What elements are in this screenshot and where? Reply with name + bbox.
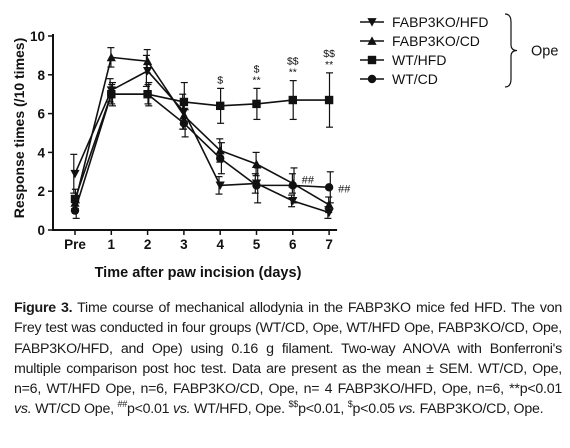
- data-point: [216, 101, 225, 111]
- data-point: [179, 119, 189, 128]
- data-point: [288, 181, 297, 190]
- x-tick-label: 7: [325, 237, 333, 252]
- data-point: [324, 183, 334, 192]
- series-line: [74, 93, 330, 211]
- legend-group-label: Ope: [531, 44, 558, 60]
- caption-text: p<0.05: [352, 401, 399, 418]
- significance-label: ##: [338, 183, 351, 195]
- caption-vs: vs.: [172, 401, 191, 418]
- series-wt-cd: [70, 81, 334, 219]
- caption-vs: vs.: [14, 401, 32, 418]
- data-point: [143, 56, 153, 66]
- data-point: [216, 154, 225, 163]
- x-axis-title: Time after paw incision (days): [95, 265, 302, 281]
- data-point: [106, 52, 116, 62]
- data-point: [215, 181, 225, 190]
- significance-label: **: [325, 59, 333, 71]
- circle-icon: [367, 74, 377, 84]
- significance-label: ##: [302, 174, 315, 186]
- x-tick-label: 4: [216, 237, 224, 252]
- y-tick-label: 10: [30, 29, 45, 44]
- significance-annotations: $$**$$**$$**####: [217, 48, 351, 195]
- series-line: [74, 69, 330, 214]
- caption-text: WT/HFD, Ope.: [190, 401, 289, 418]
- data-point: [324, 200, 334, 209]
- significance-label: $$: [323, 48, 335, 60]
- legend-label: WT/CD: [392, 71, 438, 87]
- legend-label: WT/HFD: [392, 52, 446, 68]
- caption-text: Time course of mechanical allodynia in t…: [14, 300, 562, 398]
- y-tick-label: 6: [37, 107, 45, 122]
- caption-superscript: $$: [288, 399, 299, 410]
- data-point: [251, 159, 262, 168]
- x-tick-label: 2: [144, 237, 152, 252]
- y-tick-label: 4: [37, 145, 45, 160]
- data-point: [107, 90, 116, 99]
- data-point: [324, 95, 334, 105]
- caption-superscript: $: [347, 399, 353, 410]
- data-point: [252, 181, 261, 190]
- x-tick-label: 6: [289, 237, 297, 252]
- legend-label: FABP3KO/CD: [392, 33, 480, 49]
- caption-text: p<0.01: [126, 401, 173, 418]
- significance-label: **: [252, 74, 260, 86]
- series-line: [74, 56, 330, 206]
- legend-label: FABP3KO/HFD: [392, 14, 488, 30]
- caption-superscript: ##: [117, 399, 127, 410]
- legend-brace: [504, 13, 518, 88]
- data-point: [215, 145, 225, 155]
- x-tick-label: 3: [180, 237, 188, 252]
- significance-label: $: [217, 74, 223, 86]
- x-tick-label: 5: [253, 237, 261, 252]
- triangle-up-icon: [367, 36, 377, 45]
- data-point: [70, 194, 80, 204]
- y-tick-label: 2: [37, 184, 45, 199]
- data-point: [288, 196, 298, 206]
- triangle-down-icon: [367, 18, 377, 27]
- significance-label: $: [254, 63, 260, 75]
- caption-lead: Figure 3.: [14, 300, 73, 316]
- data-point: [288, 95, 297, 105]
- data-point: [70, 169, 80, 179]
- x-tick-label: 1: [108, 237, 116, 252]
- caption-text: WT/CD Ope,: [31, 401, 118, 418]
- series-layer: [70, 47, 334, 219]
- figure-caption: Figure 3. Time course of mechanical allo…: [14, 298, 562, 420]
- chart-axes: 0 2 4 6 8 10 Pre 1 2 3 4 5 6 7: [30, 29, 338, 252]
- response-times-line-chart: 0 2 4 6 8 10 Pre 1 2 3 4 5 6 7 Response times (/10 ti…: [11, 13, 558, 281]
- legend: FABP3KO/HFD FABP3KO/CD WT/HFD WT/CD Ope: [360, 13, 558, 88]
- caption-text: p<0.01,: [298, 401, 348, 418]
- y-axis-title: Response times (/10 times): [11, 38, 27, 219]
- data-point: [179, 97, 189, 107]
- square-icon: [367, 55, 377, 65]
- data-point: [143, 90, 152, 99]
- y-tick-label: 0: [37, 223, 45, 238]
- x-tick-label: Pre: [64, 237, 86, 252]
- data-point: [252, 99, 261, 109]
- caption-vs: vs.: [398, 401, 417, 418]
- caption-text: FABP3KO/CD, Ope.: [415, 401, 544, 418]
- significance-label: $$: [287, 56, 299, 68]
- significance-label: **: [289, 67, 297, 79]
- data-point: [70, 206, 80, 215]
- y-tick-label: 8: [37, 68, 45, 83]
